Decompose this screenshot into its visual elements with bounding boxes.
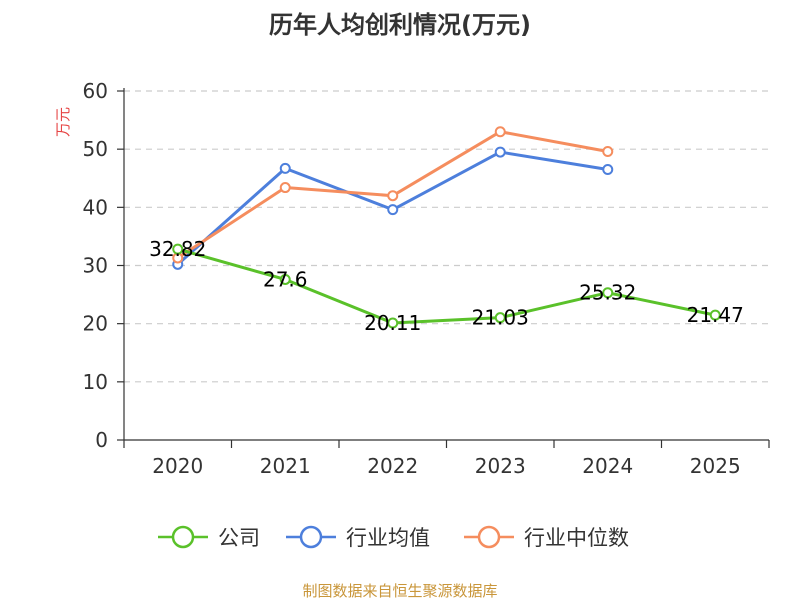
source-footer: 制图数据来自恒生聚源数据库	[302, 582, 497, 600]
data-point	[387, 204, 399, 216]
series-0	[172, 243, 721, 329]
legend-label: 行业均值	[346, 526, 430, 550]
legend-item: 行业中位数	[464, 525, 629, 550]
legend-marker	[477, 525, 501, 549]
data-point	[602, 145, 614, 157]
data-point	[494, 126, 506, 138]
legend-label: 行业中位数	[524, 526, 629, 550]
y-tick-label: 40	[83, 195, 108, 219]
data-point	[279, 273, 291, 285]
y-tick-label: 50	[83, 137, 108, 161]
y-axis-label: 万元	[54, 107, 72, 137]
x-tick-label: 2023	[475, 454, 526, 478]
data-label: 27.6	[263, 267, 308, 291]
x-tick-label: 2022	[367, 454, 418, 478]
y-tick-label: 0	[95, 428, 108, 452]
x-tick-label: 2025	[690, 454, 741, 478]
series-layer	[172, 126, 721, 329]
data-labels: 32.82 27.6 20.11 21.03 25.32 21.47	[149, 237, 744, 335]
axes: 0 10 20 30 40 50 60 2020 2021 2022 2023 2024 2025	[83, 79, 770, 478]
legend-label: 公司	[218, 526, 260, 550]
chart-title: 历年人均创利情况(万元)	[269, 11, 531, 39]
y-tick-label: 10	[83, 370, 108, 394]
series-1	[172, 146, 614, 270]
data-label: 21.47	[687, 303, 744, 327]
x-tick-label: 2024	[582, 454, 633, 478]
y-tick-label: 20	[83, 312, 108, 336]
legend-marker	[171, 525, 195, 549]
series-line	[177, 247, 716, 325]
data-point	[279, 162, 291, 174]
data-label: 32.82	[149, 237, 206, 261]
grid-lines	[124, 90, 769, 383]
legend-item: 行业均值	[286, 525, 430, 550]
data-point	[709, 309, 721, 321]
data-point	[494, 146, 506, 158]
legend-item: 公司	[158, 525, 260, 550]
y-tick-label: 30	[83, 254, 108, 278]
data-point	[172, 243, 184, 255]
data-label: 21.03	[472, 306, 529, 330]
data-point	[279, 182, 291, 194]
data-point	[387, 317, 399, 329]
x-tick-label: 2020	[152, 454, 203, 478]
legend: 公司 行业均值 行业中位数	[158, 525, 629, 550]
data-point	[494, 312, 506, 324]
y-tick-label: 60	[83, 79, 108, 103]
data-label: 20.11	[364, 311, 421, 335]
x-tick-label: 2021	[260, 454, 311, 478]
legend-marker	[299, 525, 323, 549]
series-2	[172, 126, 614, 264]
data-label: 25.32	[579, 281, 636, 305]
data-point	[602, 164, 614, 176]
data-point	[387, 190, 399, 202]
data-point	[602, 287, 614, 299]
